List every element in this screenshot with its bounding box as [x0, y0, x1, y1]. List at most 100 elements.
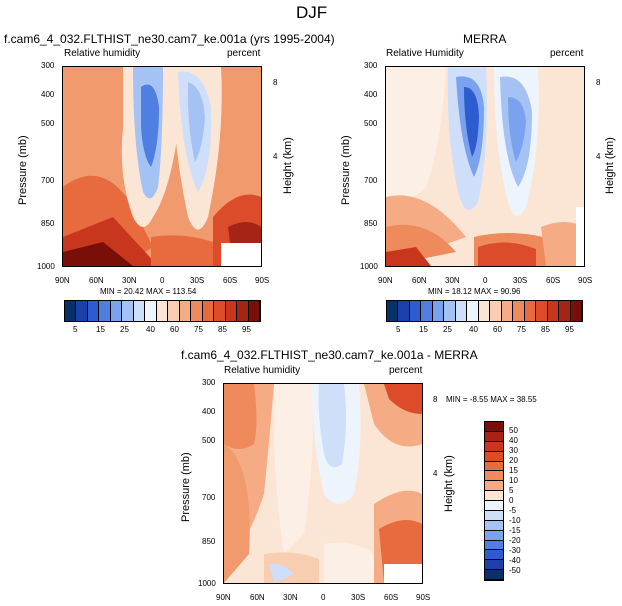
panel3-ptick: 400	[202, 407, 216, 416]
colorbar-label: -30	[509, 546, 521, 555]
panel3-xtick: 30S	[351, 593, 366, 602]
colorbar-swatch	[76, 301, 88, 321]
colorbar-swatch	[485, 481, 503, 492]
colorbar-label: 5	[396, 325, 401, 334]
panel2-ptick: 500	[364, 119, 378, 128]
colorbar-label: 75	[194, 325, 203, 334]
panel1-htick: 4	[273, 152, 278, 161]
colorbar-swatch	[485, 570, 503, 580]
figure-title: DJF	[296, 3, 328, 22]
panel3-right-label: percent	[389, 365, 423, 376]
panel2-ylabel-right: Height (km)	[604, 137, 616, 194]
panel1-ptick: 700	[41, 176, 55, 185]
panel1-xtick: 30N	[122, 276, 137, 285]
panel3-xtick: 60N	[250, 593, 265, 602]
colorbar-swatch	[485, 431, 503, 442]
panel3-ylabel: Pressure (mb)	[180, 452, 192, 522]
panel1-ylabel: Pressure (mb)	[17, 135, 29, 205]
colorbar-label: 15	[419, 325, 428, 334]
panel2-xtick: 60N	[412, 276, 427, 285]
colorbar-swatch	[485, 520, 503, 531]
panel2-ptick: 400	[364, 90, 378, 99]
panel3-xtick: 30N	[283, 593, 298, 602]
colorbar-swatch	[156, 301, 169, 321]
colorbar-label: 20	[509, 456, 518, 465]
panel2-xtick: 0	[483, 276, 488, 285]
colorbar-label: -50	[509, 566, 521, 575]
colorbar-panel2	[386, 300, 583, 322]
panel1-xtick: 90N	[55, 276, 70, 285]
panel2-xtick: 60S	[546, 276, 561, 285]
colorbar-swatch	[536, 301, 548, 321]
panel1-right-label: percent	[227, 48, 261, 59]
colorbar-swatch	[501, 301, 514, 321]
colorbar-swatch	[191, 301, 203, 321]
colorbar-label: -10	[509, 516, 521, 525]
colorbar-swatch	[99, 301, 111, 321]
panel2-xtick: 90S	[578, 276, 593, 285]
panel1-ylabel-right: Height (km)	[282, 137, 294, 194]
panel1-ptick: 400	[41, 90, 55, 99]
panel2-title: MERRA	[463, 32, 507, 46]
colorbar-label: 85	[541, 325, 550, 334]
colorbar-swatch	[455, 301, 468, 321]
colorbar-swatch	[65, 301, 77, 321]
panel3-contour-field	[224, 384, 422, 583]
colorbar-label: 5	[509, 486, 514, 495]
panel2-right-label: percent	[550, 48, 584, 59]
panel3-ptick: 700	[202, 493, 216, 502]
panel1-xtick: 30S	[190, 276, 205, 285]
colorbar-label: 60	[170, 325, 179, 334]
panel2-ptick: 300	[364, 61, 378, 70]
panel2-xtick: 30N	[445, 276, 460, 285]
colorbar-swatch	[432, 301, 445, 321]
panel1-left-label: Relative humidity	[64, 48, 141, 59]
colorbar-label: -40	[509, 556, 521, 565]
colorbar-swatch	[485, 540, 503, 551]
colorbar-swatch	[409, 301, 422, 321]
panel2-ylabel: Pressure (mb)	[340, 135, 352, 205]
colorbar-label: 75	[517, 325, 526, 334]
panel2-htick: 4	[596, 152, 601, 161]
colorbar-panel1	[64, 300, 261, 322]
panel3-left-label: Relative humidity	[224, 365, 301, 376]
panel3-ptick: 1000	[198, 579, 216, 588]
colorbar-swatch	[467, 301, 479, 321]
colorbar-swatch	[490, 301, 502, 321]
colorbar-swatch	[524, 301, 537, 321]
colorbar-swatch	[513, 301, 525, 321]
colorbar-swatch	[570, 301, 582, 321]
panel3-htick: 4	[433, 469, 438, 478]
colorbar-label: 15	[509, 466, 518, 475]
colorbar-swatch	[485, 422, 503, 432]
panel2-plot	[385, 66, 585, 267]
colorbar-swatch	[421, 301, 433, 321]
colorbar-label: 40	[146, 325, 155, 334]
panel1-contour-field	[63, 67, 261, 266]
colorbar-label: -5	[509, 506, 517, 515]
colorbar-swatch	[485, 471, 503, 482]
colorbar-label: 10	[509, 476, 518, 485]
panel2-htick: 8	[596, 78, 601, 87]
colorbar-label: 60	[493, 325, 502, 334]
colorbar-swatch	[485, 530, 503, 541]
colorbar-swatch	[248, 301, 260, 321]
panel2-contour-field	[386, 67, 584, 266]
colorbar-swatch	[444, 301, 456, 321]
colorbar-label: 25	[120, 325, 129, 334]
panel2-ptick: 700	[364, 176, 378, 185]
colorbar-label: 5	[73, 325, 78, 334]
colorbar-swatch	[485, 461, 503, 472]
panel1-xtick: 60N	[89, 276, 104, 285]
colorbar-label: 15	[96, 325, 105, 334]
colorbar-label: 40	[469, 325, 478, 334]
colorbar-swatch	[133, 301, 146, 321]
colorbar-label: -20	[509, 536, 521, 545]
colorbar-swatch	[202, 301, 215, 321]
panel3-ylabel-right: Height (km)	[443, 455, 455, 512]
panel2-left-label: Relative Humidity	[386, 48, 464, 59]
colorbar-swatch	[237, 301, 249, 321]
panel3-plot	[223, 383, 423, 584]
colorbar-swatch	[398, 301, 410, 321]
panel1-ptick: 300	[41, 61, 55, 70]
